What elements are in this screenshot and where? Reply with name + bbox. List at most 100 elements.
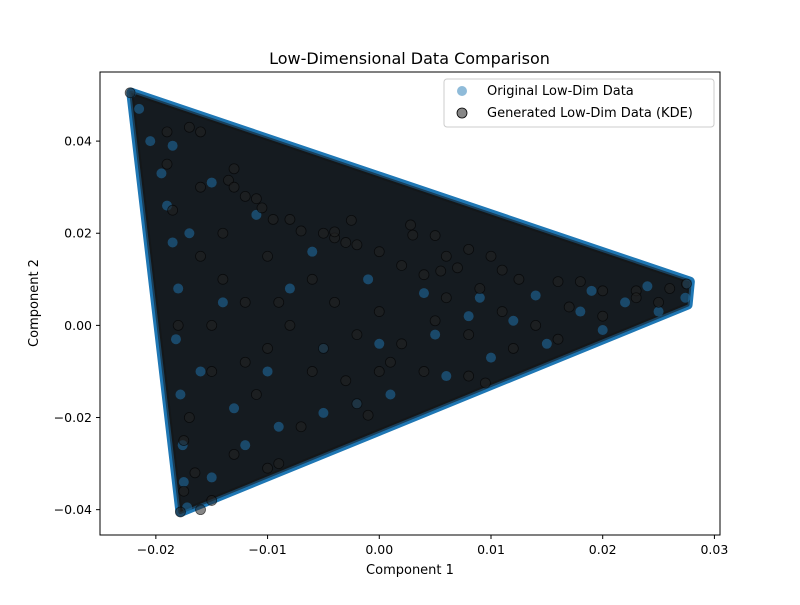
generated-point-40 [351, 398, 363, 410]
original-point-1 [134, 103, 145, 114]
generated-point-42 [262, 462, 273, 474]
generated-point-91 [206, 319, 218, 331]
generated-point-73 [340, 375, 352, 387]
generated-point-23 [463, 243, 475, 255]
original-point-20 [541, 338, 552, 349]
generated-point-51 [239, 296, 251, 308]
y-tick-label-3: 0.02 [64, 226, 92, 241]
x-axis-label: Component 1 [366, 563, 454, 578]
generated-point-18 [373, 246, 385, 258]
original-point-34 [167, 140, 178, 151]
y-axis-label: Component 2 [27, 259, 42, 347]
x-tick-label-0: −0.02 [137, 542, 175, 557]
generated-point-41 [273, 458, 285, 469]
generated-point-11 [295, 225, 307, 237]
generated-point-50 [217, 273, 229, 285]
generated-point-57 [373, 306, 385, 317]
generated-point-14 [340, 237, 352, 248]
generated-point-83 [178, 435, 190, 446]
original-point-21 [597, 324, 608, 335]
original-point-37 [374, 338, 385, 349]
generated-point-27 [513, 273, 525, 285]
generated-point-37 [480, 377, 491, 389]
original-point-19 [485, 352, 496, 363]
generated-point-81 [306, 273, 318, 285]
legend-marker-generated [456, 107, 468, 119]
original-point-26 [586, 285, 597, 296]
original-point-10 [178, 477, 189, 488]
original-point-30 [363, 274, 374, 285]
original-point-28 [474, 292, 485, 303]
generated-point-82 [161, 126, 173, 138]
generated-point-61 [496, 306, 508, 317]
generated-point-49 [206, 366, 218, 377]
generated-point-69 [195, 250, 206, 262]
original-point-3 [156, 168, 167, 179]
generated-point-62 [530, 319, 542, 331]
generated-point-54 [306, 366, 318, 377]
original-point-39 [508, 315, 519, 326]
generated-point-58 [396, 338, 408, 350]
generated-point-24 [452, 262, 463, 274]
chart-title: Low-Dimensional Data Comparison [269, 49, 550, 68]
generated-point-52 [262, 343, 273, 354]
original-point-27 [530, 290, 541, 301]
original-point-2 [145, 136, 156, 147]
original-point-18 [441, 371, 452, 382]
generated-point-89 [474, 283, 486, 294]
generated-point-36 [396, 260, 408, 271]
original-point-42 [284, 283, 295, 294]
generated-point-60 [463, 329, 475, 340]
generated-point-72 [295, 421, 307, 433]
generated-point-76 [507, 343, 519, 354]
generated-point-2 [195, 126, 206, 138]
density-layer [126, 87, 695, 517]
legend-marker-original [457, 86, 467, 96]
original-point-25 [642, 281, 653, 292]
generated-point-7 [256, 202, 268, 214]
generated-point-38 [463, 370, 475, 382]
generated-point-8 [250, 193, 262, 205]
legend-label-generated: Generated Low-Dim Data (KDE) [487, 106, 693, 121]
generated-point-46 [178, 485, 190, 497]
generated-point-56 [351, 329, 363, 340]
generated-density-region [129, 90, 692, 514]
original-point-15 [318, 407, 329, 418]
generated-point-63 [563, 301, 575, 313]
generated-point-32 [664, 283, 676, 294]
generated-point-26 [496, 264, 508, 276]
generated-point-64 [597, 310, 609, 322]
original-point-31 [307, 246, 318, 257]
generated-point-77 [552, 333, 564, 345]
generated-point-22 [440, 250, 452, 262]
original-point-33 [206, 177, 217, 188]
original-point-45 [184, 228, 195, 239]
original-point-35 [262, 366, 273, 377]
y-tick-label-0: −0.04 [54, 502, 92, 517]
generated-point-12 [318, 227, 329, 239]
generated-point-74 [385, 356, 396, 368]
y-tick-label-2: 0.00 [64, 318, 92, 333]
generated-point-20 [405, 219, 416, 231]
generated-point-86 [318, 343, 329, 354]
generated-point-71 [250, 389, 262, 400]
generated-point-65 [630, 292, 642, 304]
original-point-17 [385, 389, 396, 400]
plot-area-frame [99, 71, 721, 536]
original-point-12 [206, 472, 217, 483]
x-tick-label-1: −0.01 [248, 542, 286, 557]
generated-point-17 [351, 239, 363, 251]
original-point-22 [653, 306, 664, 317]
original-point-47 [463, 311, 474, 322]
generated-point-35 [435, 265, 447, 277]
generated-point-30 [597, 285, 609, 297]
legend-label-original: Original Low-Dim Data [487, 84, 634, 99]
generated-point-78 [195, 181, 206, 193]
generated-point-33 [681, 278, 692, 290]
generated-point-59 [429, 315, 441, 327]
original-point-23 [680, 292, 691, 303]
generated-point-9 [267, 214, 279, 225]
original-point-7 [170, 334, 181, 345]
generated-point-45 [175, 506, 186, 518]
